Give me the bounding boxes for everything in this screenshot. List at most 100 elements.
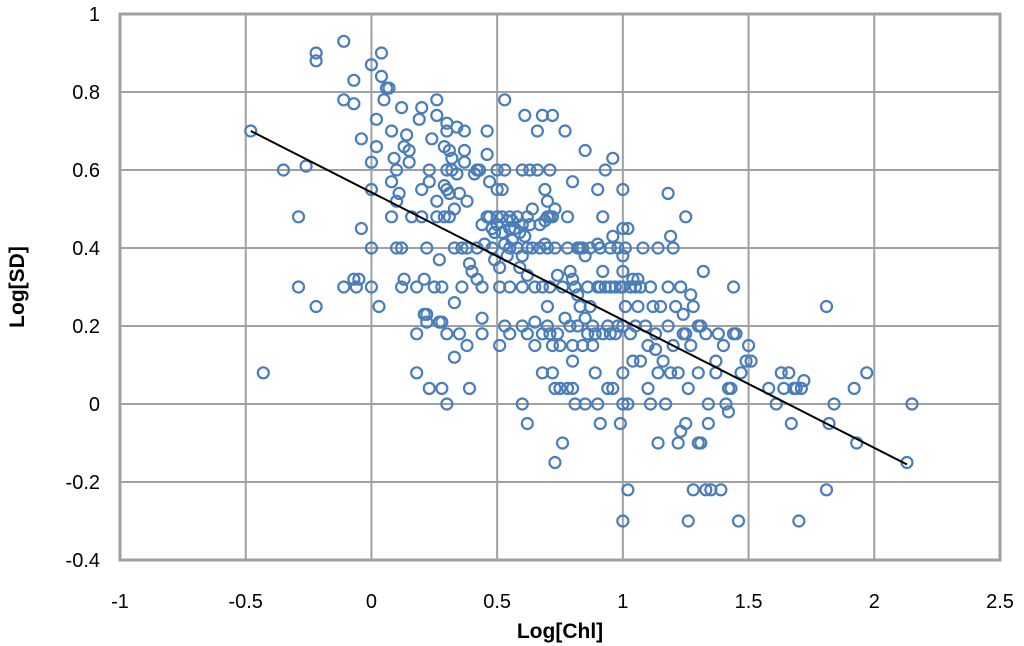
- data-point: [558, 124, 572, 138]
- data-point: [432, 253, 446, 267]
- data-point: [734, 366, 748, 380]
- data-point: [588, 327, 602, 341]
- data-point: [410, 366, 424, 380]
- data-point: [480, 124, 494, 138]
- data-point: [651, 241, 665, 255]
- data-point: [244, 124, 258, 138]
- data-point: [540, 319, 555, 333]
- x-axis-title: Log[Chl]: [517, 620, 603, 643]
- data-point: [498, 163, 512, 177]
- data-point: [382, 81, 396, 95]
- data-point: [548, 202, 562, 216]
- data-point: [653, 299, 668, 314]
- data-point: [540, 241, 555, 255]
- y-axis-title: Log[SD]: [6, 246, 29, 328]
- data-point: [651, 366, 665, 380]
- y-tick-label: 0.4: [72, 238, 100, 260]
- data-point: [606, 381, 620, 395]
- data-point: [611, 319, 625, 333]
- data-point: [578, 143, 592, 158]
- data-point: [565, 354, 580, 368]
- data-point: [792, 514, 806, 528]
- x-tick-label: 2.5: [986, 591, 1014, 613]
- data-point: [905, 397, 919, 411]
- data-point: [860, 366, 874, 380]
- data-point: [621, 483, 635, 497]
- data-point: [460, 194, 474, 208]
- data-point: [646, 299, 660, 314]
- data-point: [694, 436, 708, 450]
- data-point: [515, 280, 529, 294]
- data-point: [543, 280, 557, 294]
- data-point: [661, 186, 675, 200]
- data-point: [488, 225, 502, 239]
- data-point: [276, 163, 291, 177]
- data-point: [847, 381, 861, 395]
- data-point: [666, 241, 680, 255]
- data-point: [586, 319, 600, 333]
- data-point: [364, 280, 379, 294]
- data-point: [819, 483, 834, 497]
- data-point: [349, 280, 363, 294]
- data-point: [741, 338, 756, 353]
- data-point: [430, 108, 444, 123]
- data-point: [503, 280, 517, 294]
- data-point: [616, 221, 630, 236]
- data-point: [618, 299, 632, 314]
- data-point: [540, 194, 555, 208]
- data-point: [415, 210, 429, 224]
- data-point: [389, 163, 404, 177]
- data-point: [586, 338, 600, 353]
- data-point: [395, 100, 409, 115]
- data-point: [726, 280, 741, 294]
- data-point: [631, 299, 645, 314]
- data-point: [352, 272, 366, 286]
- data-point: [565, 272, 580, 286]
- data-point: [369, 140, 384, 154]
- data-point: [417, 272, 431, 286]
- data-point: [535, 280, 550, 294]
- trendline: [250, 130, 908, 466]
- data-point: [425, 132, 439, 146]
- data-point: [495, 182, 509, 197]
- data-point: [555, 436, 570, 450]
- data-point: [661, 280, 675, 294]
- data-point: [681, 514, 695, 528]
- data-point: [570, 319, 585, 333]
- data-point: [337, 280, 351, 294]
- data-point: [664, 366, 678, 380]
- data-point: [395, 241, 409, 255]
- y-tick-label: 0: [89, 394, 100, 416]
- data-point: [616, 514, 630, 528]
- y-tick-label: -0.2: [66, 472, 100, 494]
- data-point: [528, 280, 542, 294]
- data-point: [337, 34, 351, 48]
- data-point: [565, 175, 580, 189]
- data-point: [518, 229, 532, 243]
- data-point: [435, 315, 449, 329]
- data-point: [525, 241, 539, 255]
- data-point: [515, 397, 529, 411]
- data-point: [641, 381, 655, 395]
- data-point: [684, 338, 698, 353]
- data-point: [397, 272, 411, 286]
- data-point: [721, 405, 736, 419]
- data-point: [420, 241, 434, 255]
- data-point: [460, 338, 474, 353]
- data-point: [774, 366, 788, 380]
- data-point: [591, 397, 605, 411]
- data-point: [729, 327, 743, 341]
- data-point: [545, 338, 560, 353]
- data-point: [626, 272, 640, 286]
- data-point: [455, 241, 469, 255]
- data-point: [540, 299, 555, 314]
- data-point: [538, 182, 552, 197]
- data-point: [495, 225, 509, 239]
- data-point: [462, 257, 477, 271]
- x-tick-label: 1.5: [735, 591, 763, 613]
- data-point: [503, 241, 517, 255]
- data-point: [400, 128, 414, 142]
- data-point: [384, 210, 399, 224]
- x-tick-label: 1: [617, 591, 628, 613]
- data-point: [578, 311, 592, 325]
